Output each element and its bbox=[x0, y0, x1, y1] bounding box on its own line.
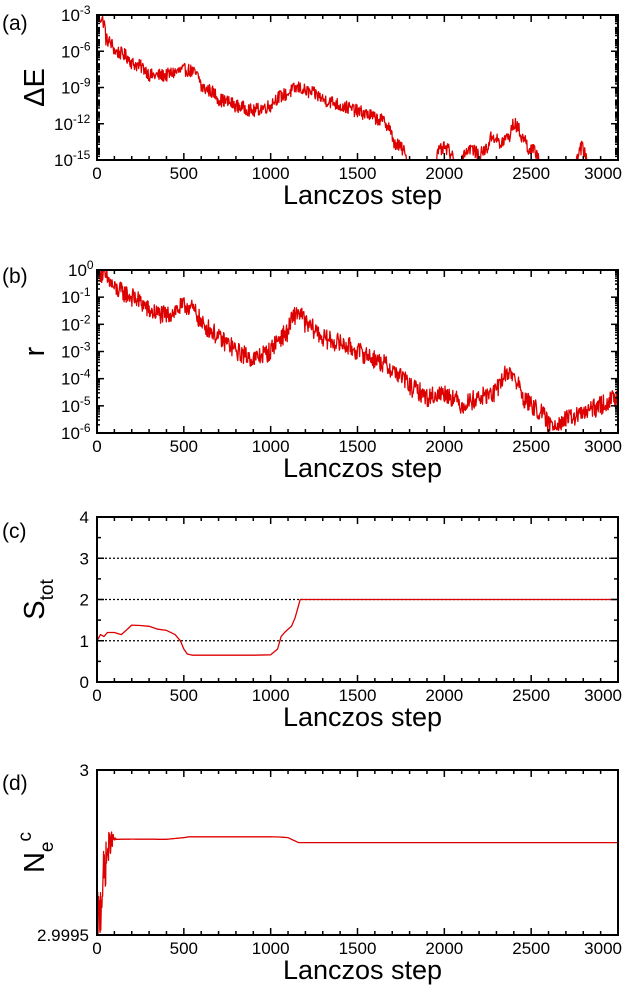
x-tick-label: 1500 bbox=[339, 686, 377, 705]
x-tick-label: 1500 bbox=[339, 939, 377, 958]
y-tick-label: 10-5 bbox=[61, 394, 91, 416]
x-tick-label: 0 bbox=[92, 437, 101, 456]
y-tick-label: 10-6 bbox=[61, 39, 91, 61]
panel-d: (d) 0 500 1000 1500 2000 2500 3000 Lanczos step 2… bbox=[2, 761, 622, 985]
x-tick-label: 2500 bbox=[512, 437, 550, 456]
panel-label: (d) bbox=[2, 772, 28, 795]
panel-label: (a) bbox=[2, 12, 28, 35]
y-tick-label: 100 bbox=[68, 258, 94, 280]
x-tick-label: 3000 bbox=[584, 437, 622, 456]
x-axis-label: Lanczos step bbox=[283, 180, 442, 210]
x-tick-label: 1500 bbox=[339, 164, 377, 183]
x-tick-label: 0 bbox=[92, 164, 101, 183]
x-tick-label: 1000 bbox=[252, 164, 290, 183]
x-tick-label: 0 bbox=[92, 686, 101, 705]
y-tick-label: 2.9995 bbox=[37, 926, 89, 945]
x-tick-label: 2000 bbox=[425, 686, 463, 705]
x-tick-label: 2000 bbox=[425, 939, 463, 958]
panel-label: (c) bbox=[2, 520, 27, 543]
x-tick-label: 3000 bbox=[584, 686, 622, 705]
plot-frame bbox=[96, 14, 619, 161]
x-tick-label: 2000 bbox=[425, 437, 463, 456]
data-series-line bbox=[96, 269, 619, 432]
x-tick-label: 2500 bbox=[512, 939, 550, 958]
x-axis-label: Lanczos step bbox=[283, 955, 442, 985]
y-axis-label: Stot bbox=[19, 579, 58, 620]
y-tick-label: 1 bbox=[80, 632, 89, 651]
x-tick-label: 2500 bbox=[512, 686, 550, 705]
y-tick-label: 10-15 bbox=[54, 148, 91, 170]
x-tick-label: 500 bbox=[170, 939, 198, 958]
y-tick-label: 4 bbox=[80, 508, 89, 527]
data-series-line bbox=[96, 831, 619, 936]
y-axis-label: r bbox=[19, 346, 51, 356]
x-tick-label: 1000 bbox=[252, 686, 290, 705]
plot-frame bbox=[96, 769, 619, 936]
y-tick-label: 10-6 bbox=[61, 421, 91, 443]
y-tick-label: 10-3 bbox=[61, 3, 91, 25]
y-axis-label: Nec bbox=[15, 832, 58, 873]
x-tick-label: 2500 bbox=[512, 164, 550, 183]
x-tick-label: 3000 bbox=[584, 939, 622, 958]
x-tick-label: 1000 bbox=[252, 437, 290, 456]
y-tick-label: 10-2 bbox=[61, 312, 91, 334]
x-axis-label: Lanczos step bbox=[283, 453, 442, 483]
y-tick-label: 10-4 bbox=[61, 367, 91, 389]
x-tick-label: 1500 bbox=[339, 437, 377, 456]
panel-a: (a) 0 500 1000 1500 2000 2500 3000 Lanczos step 1… bbox=[2, 3, 622, 210]
y-tick-label: 10-9 bbox=[61, 76, 91, 98]
x-tick-label: 3000 bbox=[584, 164, 622, 183]
data-series-line bbox=[96, 598, 618, 656]
x-tick-label: 2000 bbox=[425, 164, 463, 183]
panel-c: (c) 0 500 1000 1500 2000 2500 3000 Lanczos step 0… bbox=[2, 508, 622, 732]
x-tick-label: 1000 bbox=[252, 939, 290, 958]
y-tick-label: 10-12 bbox=[54, 112, 91, 134]
x-tick-label: 500 bbox=[170, 164, 198, 183]
panel-b: (b) 0 500 1000 1500 2000 2500 3000 Lanczos step 1… bbox=[2, 258, 622, 483]
y-tick-label: 3 bbox=[80, 549, 89, 568]
y-tick-label: 2 bbox=[80, 591, 89, 610]
y-tick-label: 10-3 bbox=[61, 340, 91, 362]
y-tick-label: 10-1 bbox=[61, 285, 91, 307]
x-tick-label: 500 bbox=[170, 437, 198, 456]
y-axis-label: ΔE bbox=[19, 68, 51, 107]
x-tick-label: 0 bbox=[92, 939, 101, 958]
x-tick-label: 500 bbox=[170, 686, 198, 705]
panel-label: (b) bbox=[2, 265, 28, 288]
x-axis-label: Lanczos step bbox=[283, 702, 442, 732]
y-tick-label: 0 bbox=[80, 673, 89, 692]
data-series-line bbox=[96, 14, 619, 161]
y-tick-label: 3 bbox=[80, 761, 89, 780]
